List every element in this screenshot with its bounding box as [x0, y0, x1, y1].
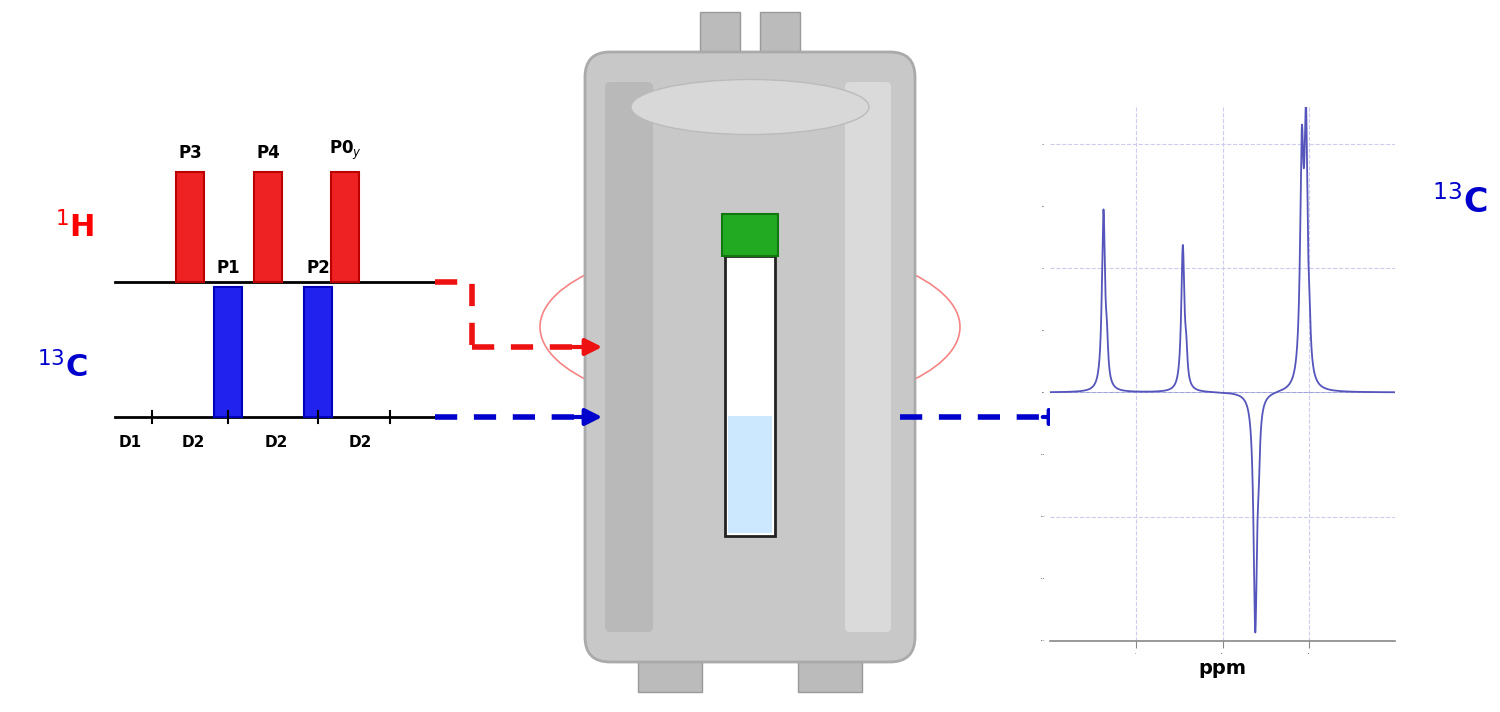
Bar [724, 256, 776, 536]
Text: $^1$H: $^1$H [56, 211, 94, 244]
Bar [798, 632, 862, 692]
Bar [728, 416, 772, 533]
Text: D2: D2 [348, 435, 372, 450]
Text: $^{13}$C: $^{13}$C [36, 351, 87, 383]
Text: P3: P3 [178, 144, 203, 162]
FancyBboxPatch shape [844, 82, 891, 632]
Text: P1: P1 [216, 259, 240, 277]
Text: P4: P4 [256, 144, 280, 162]
Text: D2: D2 [182, 435, 204, 450]
Bar [332, 172, 358, 282]
Text: D2: D2 [264, 435, 288, 450]
Bar [722, 214, 778, 256]
Bar [254, 172, 282, 282]
Bar [638, 632, 702, 692]
FancyBboxPatch shape [585, 52, 915, 662]
FancyBboxPatch shape [604, 82, 652, 632]
Bar [214, 287, 242, 417]
X-axis label: ppm: ppm [1198, 659, 1246, 678]
Text: P0$_y$: P0$_y$ [328, 139, 362, 162]
Text: P2: P2 [306, 259, 330, 277]
Ellipse shape [632, 80, 868, 135]
Bar [304, 287, 332, 417]
Bar [176, 172, 204, 282]
Text: $^{13}$C: $^{13}$C [1432, 186, 1488, 220]
Text: D1: D1 [118, 435, 141, 450]
Bar [700, 12, 740, 82]
Bar [760, 12, 800, 82]
